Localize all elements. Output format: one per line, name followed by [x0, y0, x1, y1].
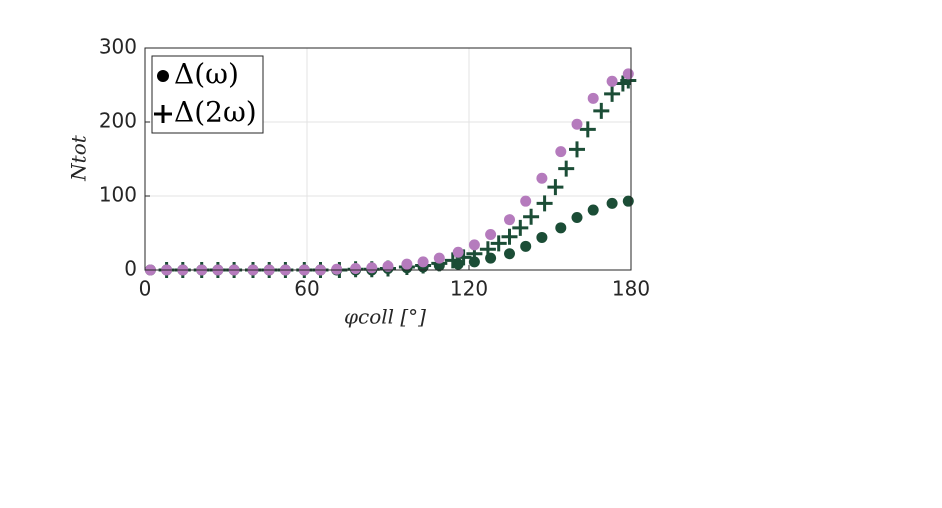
circle-marker — [468, 256, 480, 268]
legend-label: Δ(ω) — [174, 58, 239, 91]
circle-marker — [571, 118, 583, 130]
circle-marker — [366, 262, 378, 274]
x-tick-label: 0 — [139, 277, 152, 301]
circle-marker — [536, 172, 548, 184]
circle-marker — [587, 204, 599, 216]
circle-marker — [157, 70, 169, 82]
plus-marker — [154, 105, 172, 123]
circle-marker — [587, 92, 599, 104]
x-tick-label: 180 — [612, 277, 650, 301]
legend-label: Δ(2ω) — [174, 96, 257, 129]
x-tick-label: 60 — [294, 277, 319, 301]
circle-marker — [520, 195, 532, 207]
circle-marker — [606, 197, 618, 209]
circle-marker — [401, 258, 413, 270]
circle-marker — [606, 75, 618, 87]
circle-marker — [504, 214, 515, 226]
plus-marker — [604, 85, 621, 102]
x-axis-label: φcoll [°] — [344, 305, 426, 329]
circle-marker — [555, 146, 567, 158]
plus-marker — [512, 219, 529, 236]
circle-marker — [382, 260, 394, 272]
circle-marker — [417, 256, 429, 268]
plus-marker — [579, 121, 596, 138]
plus-marker — [490, 235, 507, 252]
plus-marker — [558, 160, 575, 177]
y-tick-label: 0 — [124, 257, 137, 281]
circle-marker — [622, 68, 634, 80]
plus-marker — [479, 241, 496, 258]
x-tick-label: 120 — [450, 277, 488, 301]
plus-marker — [444, 252, 461, 269]
plus-marker — [536, 195, 553, 212]
legend: Δ(ω) Δ(2ω) — [151, 55, 264, 134]
y-axis-label: Ntot — [67, 134, 91, 182]
plus-marker — [547, 179, 564, 196]
circle-marker — [555, 222, 567, 234]
y-tick-label: 300 — [99, 35, 137, 59]
circle-marker — [520, 240, 532, 252]
marks — [144, 68, 637, 278]
circle-marker — [622, 195, 634, 207]
plot-frame — [144, 47, 632, 271]
circle-marker — [504, 248, 515, 260]
circle-marker — [452, 246, 464, 258]
legend-box — [151, 55, 264, 134]
y-tick-label: 200 — [99, 109, 137, 133]
circle-marker — [485, 228, 497, 240]
circle-marker — [536, 231, 548, 243]
y-tick-label: 100 — [99, 183, 137, 207]
circle-marker — [571, 211, 583, 223]
plus-marker — [523, 208, 540, 225]
circle-marker — [331, 263, 343, 275]
circle-marker — [433, 252, 445, 264]
plus-marker — [593, 102, 610, 119]
circle-marker — [350, 263, 362, 275]
plus-marker — [569, 141, 585, 158]
plus-marker — [501, 228, 518, 245]
circle-marker — [468, 239, 480, 251]
